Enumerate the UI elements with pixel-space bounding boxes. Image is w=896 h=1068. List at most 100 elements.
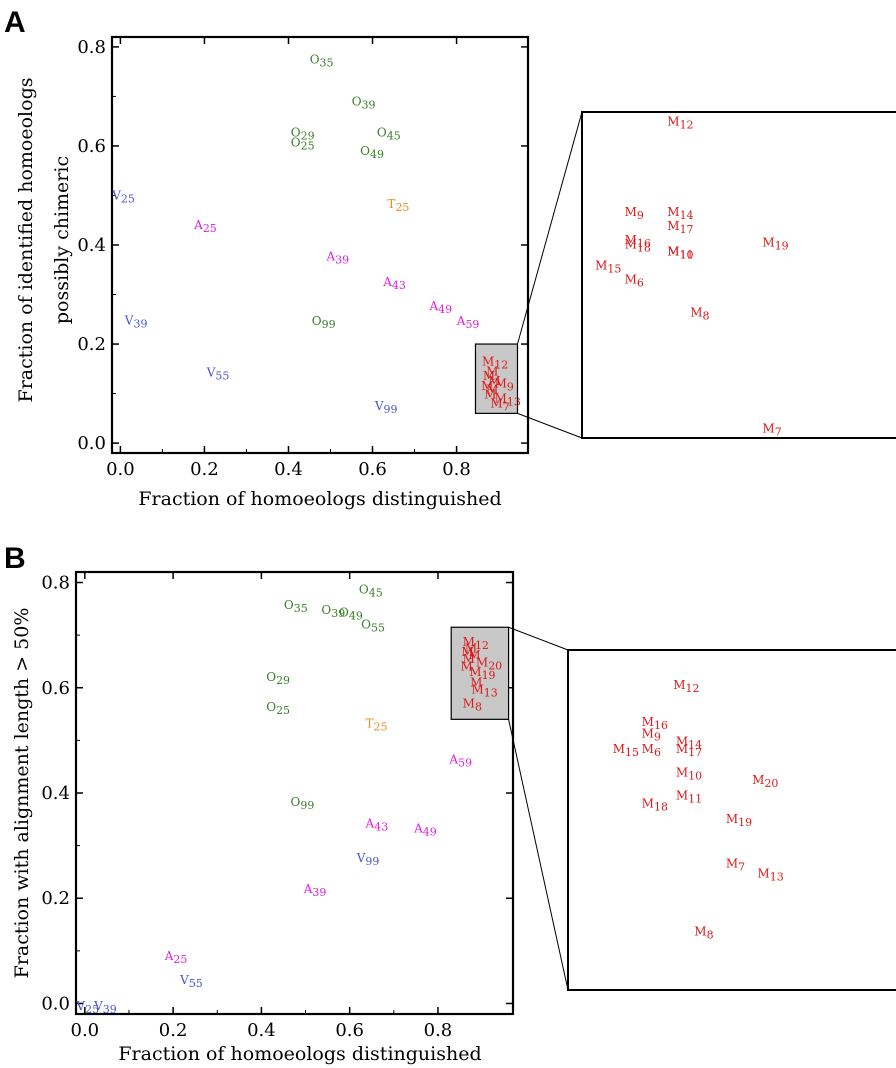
y-tick-label: 0.0	[41, 993, 70, 1014]
y-tick-label: 0.6	[41, 678, 70, 699]
point-v99: V99	[356, 851, 380, 868]
cluster-point-m12: M12	[463, 635, 489, 652]
inset-point-m15: M15	[595, 259, 621, 276]
point-o49: O49	[339, 606, 363, 623]
inset-point-m19: M19	[762, 235, 788, 252]
cluster-point-m: M	[461, 645, 473, 659]
cluster-point-m: M	[483, 369, 495, 383]
y-tick-label: 0.2	[41, 888, 70, 909]
inset-point-m19: M19	[726, 812, 752, 829]
point-o25: O25	[266, 700, 290, 717]
point-v25: V25	[111, 188, 135, 205]
inset-point-m7: M7	[762, 422, 781, 439]
x-tick-label: 0.8	[424, 1020, 453, 1041]
zoom-connector-bottom	[508, 719, 569, 991]
point-a59: A59	[448, 752, 472, 769]
inset-point-m18: M18	[642, 796, 668, 813]
point-v55: V55	[206, 365, 230, 382]
y-tick-label: 0.0	[77, 433, 106, 454]
cluster-point-m8: M8	[463, 697, 482, 714]
inset-point-m8: M8	[690, 305, 709, 322]
cluster-point-m: M	[488, 374, 500, 388]
y-tick-label: 0.8	[77, 37, 106, 58]
inset-point-m9: M9	[642, 727, 661, 744]
panel-a-y-label-line2: possibly chimeric	[51, 156, 73, 324]
y-tick-label: 0.6	[77, 136, 106, 157]
point-a39: A39	[303, 882, 327, 899]
point-a25: A25	[193, 218, 217, 235]
zoom-connector-top	[508, 626, 569, 651]
cluster-point-m13: M13	[471, 682, 497, 699]
cluster-point-m: M	[465, 641, 477, 655]
point-t25: T25	[387, 197, 409, 214]
x-tick-label: 0.0	[106, 459, 135, 480]
inset-point-m9: M9	[625, 205, 644, 222]
y-tick-label: 0.8	[41, 573, 70, 594]
point-o29: O29	[266, 670, 290, 687]
x-tick-label: 0.4	[274, 459, 303, 480]
x-tick-label: 0.0	[71, 1020, 100, 1041]
y-tick-label: 0.2	[77, 334, 106, 355]
cluster-point-m19: M19	[469, 665, 495, 682]
point-o45: O45	[359, 582, 383, 599]
panel-b-y-label: Fraction with alignment length > 50%	[11, 608, 33, 979]
panel-a-label: A	[4, 6, 26, 39]
cluster-point-m9: M9	[495, 377, 514, 394]
zoom-connector-top	[517, 111, 583, 345]
point-o39: O39	[352, 94, 376, 111]
plot-frame	[110, 35, 530, 455]
panel-b: B Fraction with alignment length > 50% F…	[4, 542, 896, 1065]
point-o25: O25	[291, 135, 315, 152]
cluster-point-m: M	[468, 648, 480, 662]
zoom-connector-bottom	[517, 412, 583, 439]
plot-frame	[74, 570, 515, 1016]
cluster-point-m: M	[463, 652, 475, 666]
inset-point-m11: M11	[676, 789, 702, 806]
point-a25: A25	[164, 949, 188, 966]
inset-point-m8: M8	[694, 925, 713, 942]
cluster-point-m: M	[460, 660, 472, 674]
y-tick-label: 0.4	[41, 783, 70, 804]
inset-point-m6: M6	[625, 273, 644, 290]
inset-point-m20: M20	[752, 773, 778, 790]
point-o49: O49	[360, 144, 384, 161]
y-tick-label: 0.4	[77, 235, 106, 256]
point-a43: A43	[382, 275, 406, 292]
cluster-point-m13: M13	[495, 392, 521, 409]
point-o55: O55	[361, 618, 385, 635]
point-a59: A59	[456, 314, 480, 331]
x-tick-label: 0.2	[159, 1020, 188, 1041]
cluster-point-m12: M12	[482, 354, 508, 371]
inset-point-m17: M17	[667, 219, 693, 236]
cluster-point-m: M	[470, 676, 482, 690]
panel-a-x-label: Fraction of homoeologs distinguished	[138, 488, 501, 510]
cluster-point-m20: M20	[476, 656, 502, 673]
x-tick-label: 0.2	[190, 459, 219, 480]
zoom-region	[474, 343, 519, 414]
point-v39: V39	[93, 999, 117, 1016]
point-o99: O99	[291, 795, 315, 812]
cluster-point-m: M	[486, 383, 498, 397]
point-v55: V55	[179, 973, 203, 990]
point-t25: T25	[366, 717, 388, 734]
cluster-point-m7: M7	[490, 396, 509, 413]
x-tick-label: 0.6	[335, 1020, 364, 1041]
inset-point-m6: M6	[642, 742, 661, 759]
point-v25: V25	[75, 999, 99, 1016]
point-o45: O45	[377, 126, 401, 143]
inset-point-m10: M10	[676, 765, 702, 782]
inset-point-m13: M13	[757, 866, 783, 883]
inset-point-m16: M16	[642, 715, 668, 732]
inset-point-m12: M12	[673, 678, 699, 695]
point-v39: V39	[124, 313, 148, 330]
point-o29: O29	[291, 126, 315, 143]
cluster-point-m: M	[481, 379, 493, 393]
panel-a-y-label-line1: Fraction of identified homoeologs	[15, 78, 37, 403]
point-a43: A43	[365, 817, 389, 834]
x-tick-label: 0.4	[247, 1020, 276, 1041]
point-o99: O99	[312, 314, 336, 331]
point-a49: A49	[413, 821, 437, 838]
point-o35: O35	[310, 52, 334, 69]
inset-point-m11: M11	[667, 245, 693, 262]
zoom-inset	[581, 111, 896, 439]
